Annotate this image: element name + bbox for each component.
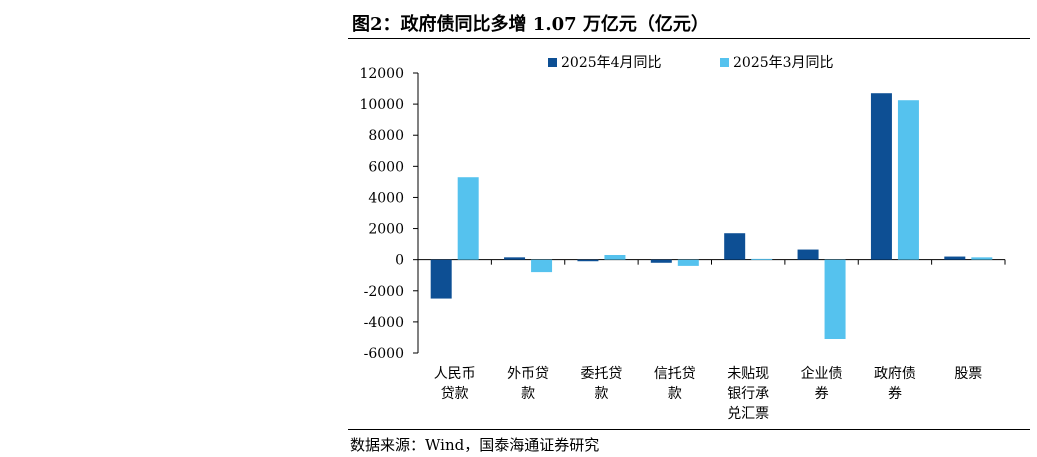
category-label: 股票 [954,366,982,382]
legend-swatch-2 [720,58,729,67]
bar-series-2 [971,257,993,260]
category-label: 外币贷 [507,366,549,382]
category-label: 券 [815,386,829,402]
bar-series-2 [457,177,479,260]
y-axis: -6000 -4000 -2000 0 2000 4000 6000 8000 10000 120… [359,66,419,362]
category-label: 企业债 [801,365,843,382]
category-label: 委托贷 [580,366,622,382]
bar-series-2 [751,258,773,260]
y-tick-label: 0 [395,253,404,269]
bar-series-2 [531,259,553,273]
y-tick-label: 6000 [368,159,404,175]
bar-series-1 [724,233,746,260]
top-rule [348,38,1030,39]
bar-series-1 [650,259,672,263]
category-label: 款 [521,386,535,402]
category-label: 兑汇票 [727,406,769,422]
category-label: 银行承 [727,386,769,402]
x-axis [417,259,1006,265]
source-note: 数据来源：Wind，国泰海通证券研究 [350,436,600,454]
y-tick-label: 2000 [368,222,404,238]
category-label: 款 [594,386,608,402]
category-label: 券 [888,386,902,402]
bar-series-1 [870,93,892,260]
legend: 2025年4月同比 2025年3月同比 [548,55,834,71]
bars [430,93,993,339]
y-tick-label: -6000 [364,346,404,362]
category-label: 人民币 [434,366,476,382]
bar-series-1 [504,257,526,260]
bottom-rule [348,429,1030,430]
legend-swatch-1 [548,58,557,67]
category-label: 政府债 [874,366,916,382]
legend-label-1: 2025年4月同比 [561,55,662,71]
y-tick-label: 10000 [359,97,404,113]
bar-series-1 [430,259,452,299]
bar-series-2 [604,255,626,260]
bar-series-2 [824,259,846,339]
bar-series-1 [577,259,599,262]
chart-title: 图2：政府债同比多增 1.07 万亿元（亿元） [352,14,709,35]
y-tick-label: 12000 [359,66,404,82]
y-tick-label: -2000 [364,284,404,300]
y-tick-label: 4000 [368,190,404,206]
y-tick-label: 8000 [368,128,404,144]
category-label: 贷款 [441,386,469,402]
category-label: 信托贷 [654,366,696,382]
bar-series-2 [897,100,919,260]
category-label: 未贴现 [727,366,769,382]
bar-series-2 [677,259,699,266]
category-label: 款 [668,386,682,402]
legend-label-2: 2025年3月同比 [733,55,834,71]
y-tick-label: -4000 [364,315,404,331]
bar-series-1 [797,249,819,260]
bar-series-1 [944,256,966,260]
